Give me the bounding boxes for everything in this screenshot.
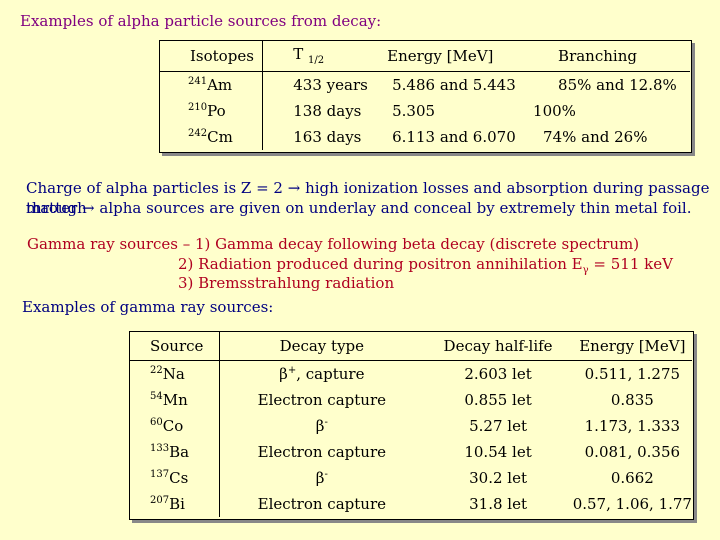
gamma-line-2: 2) Radiation produced during positron an… [178, 255, 673, 276]
source-cell: 60Co [130, 412, 221, 439]
isotope-cell: 241Am [160, 71, 264, 98]
table-row: 54Mn Electron capture 0.855 let 0.835 [130, 386, 692, 413]
source-cell: 137Cs [130, 464, 221, 491]
source-cell: 207Bi [130, 490, 221, 517]
isotope-cell: 210Po [160, 97, 264, 124]
decay-type-cell: β- [315, 416, 328, 435]
source-cell: 133Ba [130, 438, 221, 465]
header-half-life: T 1/2 [262, 41, 378, 72]
header-decay-type: Decay type [219, 332, 424, 361]
header-branching: Branching [528, 41, 690, 72]
branching-cell: 74% and 26% [543, 127, 648, 146]
energy-cell: 0.511, 1.275 [584, 364, 681, 383]
energy-cell: 5.486 and 5.443 [392, 75, 516, 94]
energy-cell: 0.57, 1.06, 1.77 [572, 494, 692, 513]
energy-cell: 0.662 [610, 468, 654, 487]
header-energy: Energy [MeV] [572, 332, 692, 361]
energy-cell: 6.113 and 6.070 [392, 127, 516, 146]
half-life-cell: 10.54 let [464, 442, 532, 461]
charge-text-2: matter → alpha sources are given on unde… [26, 199, 692, 217]
table-row: 60Co β- 5.27 let 1.173, 1.333 [130, 412, 692, 439]
header-isotopes: Isotopes [160, 41, 264, 72]
decay-type-cell: β- [315, 468, 328, 487]
branching-cell: 100% [533, 101, 576, 120]
gamma-line-3: 3) Bremsstrahlung radiation [178, 274, 395, 292]
decay-type-cell: Electron capture [257, 442, 386, 461]
gamma-examples-heading: Examples of gamma ray sources: [22, 298, 274, 316]
branching-cell: 85% and 12.8% [558, 75, 677, 94]
half-life-cell: 31.8 let [469, 494, 527, 513]
half-life-cell: 5.27 let [469, 416, 527, 435]
energy-cell: 1.173, 1.333 [584, 416, 681, 435]
page-title: Examples of alpha particle sources from … [20, 12, 382, 30]
decay-type-cell: β+, capture [279, 364, 365, 383]
half-life-cell: 2.603 let [464, 364, 532, 383]
decay-type-cell: Electron capture [257, 494, 386, 513]
half-life-cell: 138 days [293, 101, 362, 120]
table-row: 133Ba Electron capture 10.54 let 0.081, … [130, 438, 692, 465]
table-row: 137Cs β- 30.2 let 0.662 [130, 464, 692, 491]
half-life-cell: 0.855 let [464, 390, 532, 409]
gamma-sources-table: Source Decay type Decay half-life Energy… [130, 332, 692, 517]
header-energy: Energy [MeV] [377, 41, 529, 72]
table-row: 241Am 433 years 5.486 and 5.443 85% and … [160, 71, 690, 98]
energy-cell: 0.835 [610, 390, 654, 409]
gamma-table-frame [129, 331, 694, 520]
header-source: Source [130, 332, 221, 361]
alpha-sources-table: Isotopes T 1/2 Energy [MeV] Branching 24… [160, 41, 690, 150]
source-cell: 54Mn [130, 386, 221, 413]
source-cell: 22Na [130, 360, 221, 387]
alpha-table-frame [159, 40, 692, 153]
charge-text-1: Charge of alpha particles is Z = 2 → hig… [26, 179, 710, 217]
gamma-line-1: Gamma ray sources – 1) Gamma decay follo… [27, 235, 640, 253]
half-life-cell: 30.2 let [469, 468, 527, 487]
header-decay-half-life: Decay half-life [423, 332, 573, 361]
decay-type-cell: Electron capture [257, 390, 386, 409]
table-row: 22Na β+, capture 2.603 let 0.511, 1.275 [130, 360, 692, 387]
table-row: 207Bi Electron capture 31.8 let 0.57, 1.… [130, 490, 692, 517]
energy-cell: 0.081, 0.356 [584, 442, 681, 461]
half-life-cell: 163 days [293, 127, 362, 146]
table-row: 242Cm 163 days 6.113 and 6.070 74% and 2… [160, 123, 690, 150]
half-life-cell: 433 years [293, 75, 368, 94]
energy-cell: 5.305 [392, 101, 436, 120]
table-row: 210Po 138 days 5.305 100% [160, 97, 690, 124]
isotope-cell: 242Cm [160, 123, 264, 150]
